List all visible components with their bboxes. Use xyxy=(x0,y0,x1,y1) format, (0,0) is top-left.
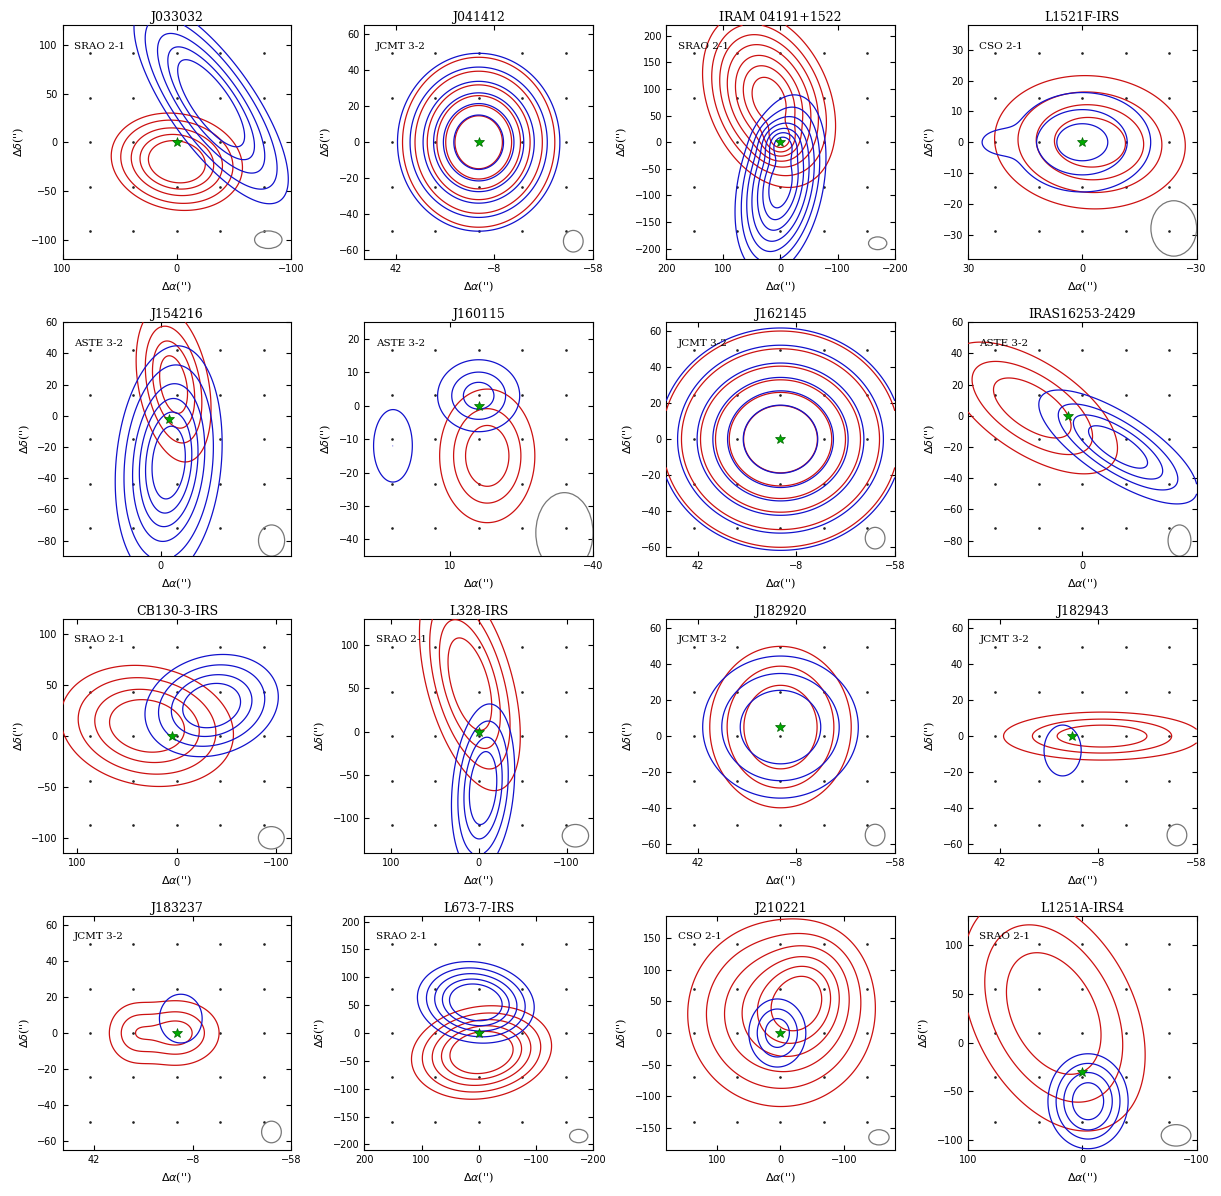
Title: L673-7-IRS: L673-7-IRS xyxy=(443,902,514,915)
Text: SRAO 2-1: SRAO 2-1 xyxy=(74,635,125,645)
X-axis label: $\Delta\alpha$(''): $\Delta\alpha$('') xyxy=(1067,280,1098,294)
Title: J154216: J154216 xyxy=(150,309,203,321)
Title: CB130-3-IRS: CB130-3-IRS xyxy=(136,605,217,618)
X-axis label: $\Delta\alpha$(''): $\Delta\alpha$('') xyxy=(1067,576,1098,591)
Text: SRAO 2-1: SRAO 2-1 xyxy=(678,42,729,50)
X-axis label: $\Delta\alpha$(''): $\Delta\alpha$('') xyxy=(766,280,796,294)
Text: JCMT 3-2: JCMT 3-2 xyxy=(678,635,728,645)
X-axis label: $\Delta\alpha$(''): $\Delta\alpha$('') xyxy=(1067,1171,1098,1185)
Y-axis label: $\Delta\delta$(''): $\Delta\delta$('') xyxy=(17,423,32,454)
Y-axis label: $\Delta\delta$(''): $\Delta\delta$('') xyxy=(313,1018,327,1048)
Title: J182920: J182920 xyxy=(755,605,807,618)
Y-axis label: $\Delta\delta$(''): $\Delta\delta$('') xyxy=(614,127,629,158)
Title: J182943: J182943 xyxy=(1056,605,1109,618)
X-axis label: $\Delta\alpha$(''): $\Delta\alpha$('') xyxy=(161,576,193,591)
Y-axis label: $\Delta\delta$(''): $\Delta\delta$('') xyxy=(17,1018,32,1048)
Y-axis label: $\Delta\delta$(''): $\Delta\delta$('') xyxy=(11,127,26,158)
Title: J041412: J041412 xyxy=(452,11,505,24)
Text: SRAO 2-1: SRAO 2-1 xyxy=(376,933,427,941)
Y-axis label: $\Delta\delta$(''): $\Delta\delta$('') xyxy=(923,423,937,454)
Title: L1251A-IRS4: L1251A-IRS4 xyxy=(1040,902,1125,915)
X-axis label: $\Delta\alpha$(''): $\Delta\alpha$('') xyxy=(161,873,193,887)
Title: J160115: J160115 xyxy=(452,309,505,321)
Y-axis label: $\Delta\delta$(''): $\Delta\delta$('') xyxy=(620,721,635,751)
Y-axis label: $\Delta\delta$(''): $\Delta\delta$('') xyxy=(620,423,635,454)
Text: JCMT 3-2: JCMT 3-2 xyxy=(979,635,1029,645)
X-axis label: $\Delta\alpha$(''): $\Delta\alpha$('') xyxy=(161,280,193,294)
X-axis label: $\Delta\alpha$(''): $\Delta\alpha$('') xyxy=(766,1171,796,1185)
X-axis label: $\Delta\alpha$(''): $\Delta\alpha$('') xyxy=(161,1171,193,1185)
Title: L1521F-IRS: L1521F-IRS xyxy=(1045,11,1120,24)
X-axis label: $\Delta\alpha$(''): $\Delta\alpha$('') xyxy=(766,576,796,591)
Title: J183237: J183237 xyxy=(150,902,203,915)
Y-axis label: $\Delta\delta$(''): $\Delta\delta$('') xyxy=(11,721,26,751)
Text: ASTE 3-2: ASTE 3-2 xyxy=(74,338,123,348)
Title: J210221: J210221 xyxy=(755,902,807,915)
Title: IRAS16253-2429: IRAS16253-2429 xyxy=(1028,309,1136,321)
Title: IRAM 04191+1522: IRAM 04191+1522 xyxy=(719,11,841,24)
X-axis label: $\Delta\alpha$(''): $\Delta\alpha$('') xyxy=(463,280,495,294)
Y-axis label: $\Delta\delta$(''): $\Delta\delta$('') xyxy=(923,721,937,751)
Text: SRAO 2-1: SRAO 2-1 xyxy=(979,933,1031,941)
Text: CSO 2-1: CSO 2-1 xyxy=(979,42,1023,50)
Text: SRAO 2-1: SRAO 2-1 xyxy=(74,42,125,50)
X-axis label: $\Delta\alpha$(''): $\Delta\alpha$('') xyxy=(463,873,495,887)
Text: JCMT 3-2: JCMT 3-2 xyxy=(74,933,123,941)
Text: JCMT 3-2: JCMT 3-2 xyxy=(376,42,426,50)
Y-axis label: $\Delta\delta$(''): $\Delta\delta$('') xyxy=(917,1018,932,1048)
Text: ASTE 3-2: ASTE 3-2 xyxy=(376,338,425,348)
Y-axis label: $\Delta\delta$(''): $\Delta\delta$('') xyxy=(319,127,333,158)
Y-axis label: $\Delta\delta$(''): $\Delta\delta$('') xyxy=(313,721,327,751)
Text: JCMT 3-2: JCMT 3-2 xyxy=(678,338,728,348)
X-axis label: $\Delta\alpha$(''): $\Delta\alpha$('') xyxy=(463,576,495,591)
Text: SRAO 2-1: SRAO 2-1 xyxy=(376,635,427,645)
Y-axis label: $\Delta\delta$(''): $\Delta\delta$('') xyxy=(319,423,333,454)
Y-axis label: $\Delta\delta$(''): $\Delta\delta$('') xyxy=(923,127,937,158)
Title: L328-IRS: L328-IRS xyxy=(449,605,508,618)
Title: J162145: J162145 xyxy=(755,309,807,321)
X-axis label: $\Delta\alpha$(''): $\Delta\alpha$('') xyxy=(766,873,796,887)
Text: CSO 2-1: CSO 2-1 xyxy=(678,933,722,941)
X-axis label: $\Delta\alpha$(''): $\Delta\alpha$('') xyxy=(1067,873,1098,887)
Title: J033032: J033032 xyxy=(150,11,203,24)
Y-axis label: $\Delta\delta$(''): $\Delta\delta$('') xyxy=(614,1018,629,1048)
X-axis label: $\Delta\alpha$(''): $\Delta\alpha$('') xyxy=(463,1171,495,1185)
Text: ASTE 3-2: ASTE 3-2 xyxy=(979,338,1028,348)
